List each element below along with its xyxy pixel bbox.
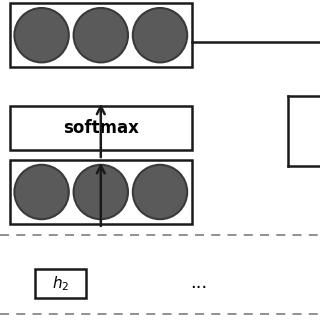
Circle shape [133,8,187,62]
Circle shape [14,165,69,219]
Circle shape [74,8,128,62]
Text: $\mathit{h}_2$: $\mathit{h}_2$ [52,274,69,292]
Bar [35,269,86,298]
Bar [10,3,192,67]
Circle shape [133,165,187,219]
Circle shape [74,165,128,219]
Bar [10,106,192,150]
Text: ...: ... [190,274,207,292]
Bar [10,160,192,224]
Circle shape [14,8,69,62]
Text: softmax: softmax [63,119,139,137]
